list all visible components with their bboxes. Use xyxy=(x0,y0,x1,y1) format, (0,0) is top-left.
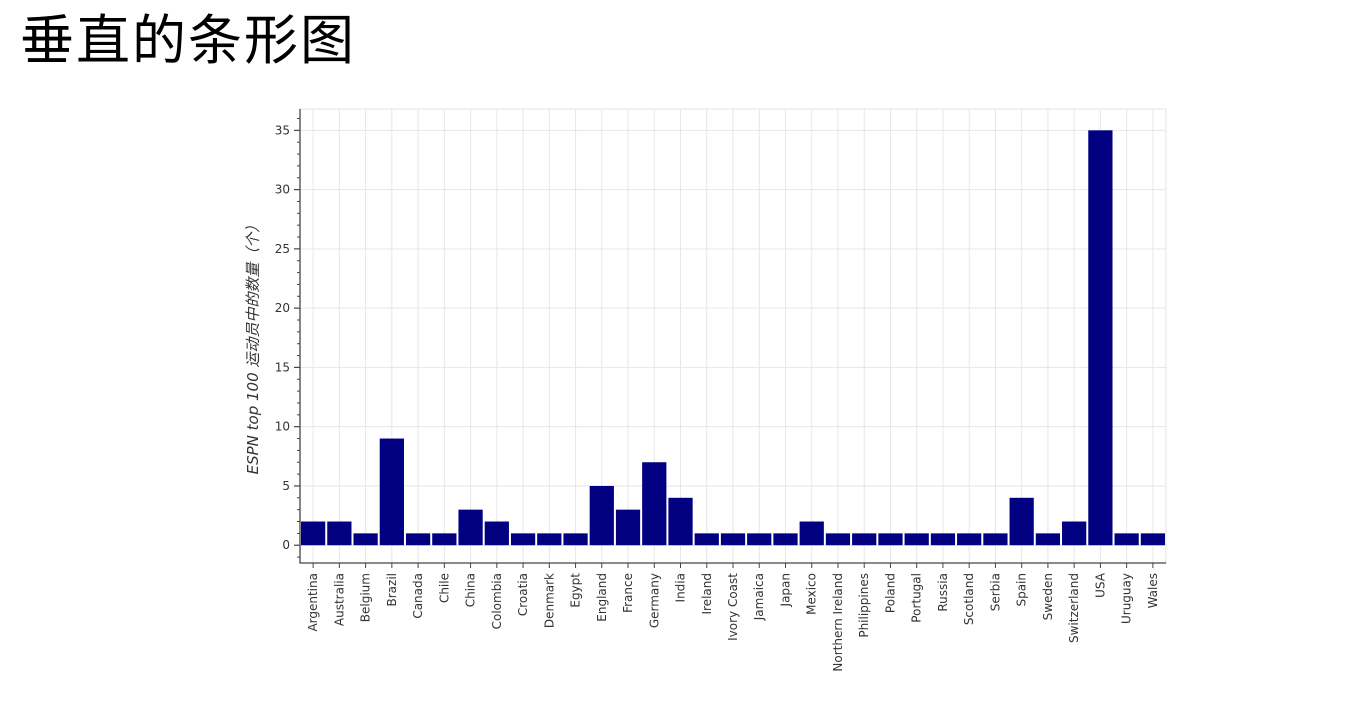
x-tick-label: Ireland xyxy=(700,573,714,615)
page-title: 垂直的条形图 xyxy=(20,9,356,72)
bar xyxy=(957,533,982,546)
bar xyxy=(694,533,719,546)
bar xyxy=(379,438,404,546)
bar xyxy=(904,533,929,546)
bar xyxy=(668,497,693,546)
bar xyxy=(852,533,877,546)
bar xyxy=(589,485,614,546)
x-tick-label: France xyxy=(621,573,635,613)
bar xyxy=(327,521,352,546)
x-tick-label: Russia xyxy=(936,573,950,612)
x-tick-label: Spain xyxy=(1015,573,1029,607)
y-tick-label: 35 xyxy=(275,123,290,137)
x-tick-label: Colombia xyxy=(490,573,504,629)
bar xyxy=(799,521,824,546)
y-tick-label: 10 xyxy=(275,420,290,434)
bar xyxy=(747,533,772,546)
x-tick-label: Canada xyxy=(411,573,425,619)
bar xyxy=(878,533,903,546)
x-tick-label: Serbia xyxy=(988,573,1002,611)
x-tick-label: Brazil xyxy=(385,573,399,607)
bar xyxy=(537,533,562,546)
x-tick-label: Sweden xyxy=(1041,573,1055,620)
bar-layer xyxy=(301,130,1165,546)
bar xyxy=(405,533,431,546)
x-tick-label: India xyxy=(674,573,688,602)
bar xyxy=(983,533,1008,546)
bar xyxy=(1062,521,1087,546)
x-tick-label: Scotland xyxy=(962,573,976,625)
bar xyxy=(353,533,378,546)
x-tick-label: Portugal xyxy=(910,573,924,623)
grid-layer xyxy=(299,108,1167,564)
bar xyxy=(1140,533,1165,546)
y-tick-label: 15 xyxy=(275,360,290,374)
x-tick-label: Jamaica xyxy=(752,573,766,621)
bar xyxy=(458,509,483,546)
axis-layer xyxy=(294,109,1166,568)
x-tick-label: Northern Ireland xyxy=(831,573,845,672)
x-tick-label: Croatia xyxy=(516,573,530,616)
x-tick-label: USA xyxy=(1093,572,1107,598)
y-tick-label: 25 xyxy=(275,242,290,256)
bar xyxy=(510,533,536,546)
y-tick-label: 5 xyxy=(282,479,290,493)
x-tick-label: Chile xyxy=(437,573,451,603)
bar xyxy=(1088,130,1113,546)
x-tick-label: Denmark xyxy=(542,573,556,628)
bar xyxy=(432,533,457,546)
y-axis-title: ESPN top 100 运动员中的数量（个） xyxy=(244,218,262,475)
x-tick-label: Wales xyxy=(1146,573,1160,608)
label-layer: 0 5 10 15 20 25 30 35 Argentina Australia Belgium B… xyxy=(244,123,1160,671)
x-tick-label: Belgium xyxy=(359,573,373,622)
x-tick-label: Philippines xyxy=(857,573,871,638)
x-tick-label: Japan xyxy=(778,573,792,607)
bar xyxy=(720,533,746,546)
x-tick-label: China xyxy=(464,573,478,607)
x-tick-label: Ivory Coast xyxy=(726,573,740,641)
bar xyxy=(1114,533,1139,546)
x-tick-label: Argentina xyxy=(306,573,320,632)
bar xyxy=(563,533,588,546)
x-tick-label: Mexico xyxy=(805,573,819,615)
y-tick-label: 30 xyxy=(275,183,290,197)
bar xyxy=(301,521,326,546)
bar xyxy=(825,533,851,546)
bar xyxy=(484,521,509,546)
x-tick-label: Egypt xyxy=(569,573,583,608)
x-tick-label: England xyxy=(595,573,609,622)
x-tick-label: Poland xyxy=(883,573,897,613)
bar xyxy=(615,509,641,546)
y-tick-label: 0 xyxy=(282,538,290,552)
bar xyxy=(1035,533,1061,546)
bar xyxy=(642,462,667,546)
y-tick-label: 20 xyxy=(275,301,290,315)
bar xyxy=(1009,497,1034,546)
x-tick-label: Germany xyxy=(647,573,661,628)
bar xyxy=(773,533,798,546)
x-tick-label: Switzerland xyxy=(1067,573,1081,643)
x-tick-label: Australia xyxy=(332,573,346,626)
bar xyxy=(930,533,956,546)
x-tick-label: Uruguay xyxy=(1120,573,1134,624)
